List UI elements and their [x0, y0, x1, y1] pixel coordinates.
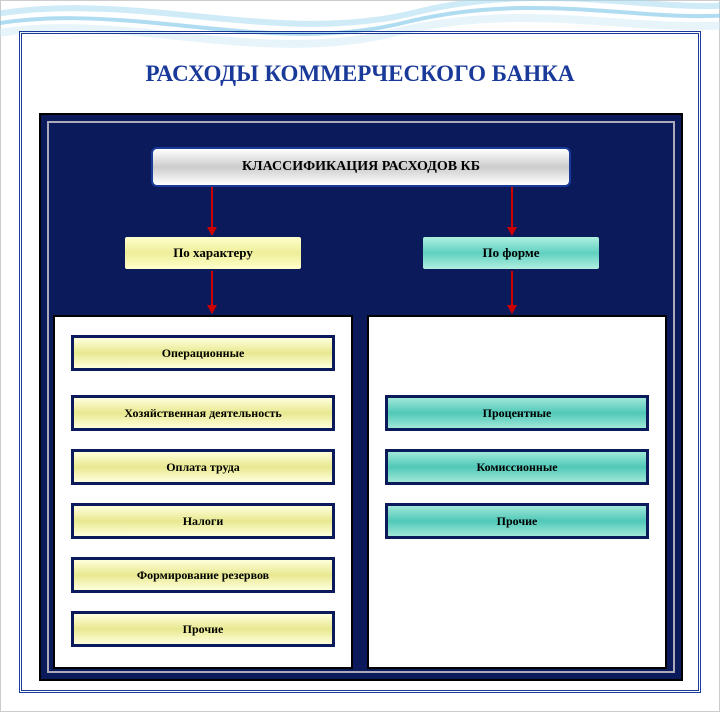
- item-reserves: Формирование резервов: [71, 557, 335, 593]
- slide-title: РАСХОДЫ КОММЕРЧЕСКОГО БАНКА: [1, 61, 719, 87]
- item-operational: Операционные: [71, 335, 335, 371]
- item-taxes: Налоги: [71, 503, 335, 539]
- item-labor-payment: Оплата труда: [71, 449, 335, 485]
- arrow-to-left-panel: [211, 271, 213, 313]
- panel-by-character: Операционные Хозяйственная деятельность …: [53, 315, 353, 669]
- arrow-to-right-panel: [511, 271, 513, 313]
- item-other-right: Прочие: [385, 503, 649, 539]
- item-interest: Процентные: [385, 395, 649, 431]
- item-household: Хозяйственная деятельность: [71, 395, 335, 431]
- arrow-to-left-category: [211, 187, 213, 235]
- slide: РАСХОДЫ КОММЕРЧЕСКОГО БАНКА КЛАССИФИКАЦИ…: [0, 0, 720, 712]
- arrow-to-right-category: [511, 187, 513, 235]
- category-by-form: По форме: [421, 235, 601, 271]
- diagram-frame: КЛАССИФИКАЦИЯ РАСХОДОВ КБ По характеру П…: [39, 113, 683, 681]
- panel-by-form: Процентные Комиссионные Прочие: [367, 315, 667, 669]
- category-by-character: По характеру: [123, 235, 303, 271]
- item-other-left: Прочие: [71, 611, 335, 647]
- classification-box: КЛАССИФИКАЦИЯ РАСХОДОВ КБ: [151, 147, 571, 187]
- item-commission: Комиссионные: [385, 449, 649, 485]
